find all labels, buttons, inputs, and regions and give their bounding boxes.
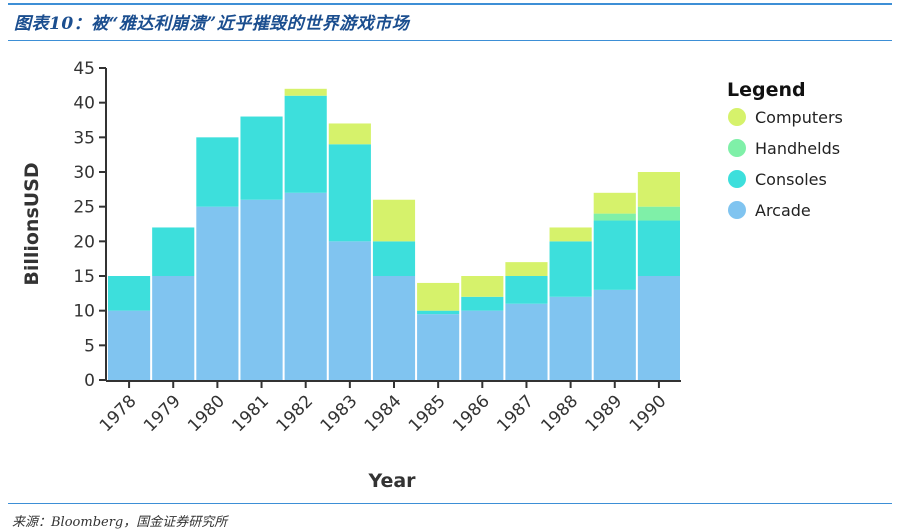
bar-handhelds-1989 <box>593 213 636 221</box>
x-tick-label: 1988 <box>537 391 582 436</box>
bar-handhelds-1990 <box>637 206 680 221</box>
legend-swatch-arcade <box>728 201 746 219</box>
figure-title: 图表10：被“雅达利崩溃”近乎摧毁的世界游戏市场 <box>14 14 410 34</box>
bar-arcade-1988 <box>549 296 592 380</box>
bars-group <box>108 88 680 380</box>
y-tick-label: 30 <box>73 163 95 183</box>
legend-label-computers: Computers <box>755 108 843 127</box>
bar-arcade-1986 <box>461 310 504 380</box>
legend-label-arcade: Arcade <box>755 201 811 220</box>
bar-arcade-1981 <box>240 199 283 380</box>
y-axis-label: BillionsUSD <box>21 162 43 285</box>
bar-computers-1982 <box>284 88 327 96</box>
legend-title: Legend <box>727 79 806 101</box>
bar-consoles-1983 <box>328 144 371 242</box>
y-tick-label: 45 <box>73 59 95 79</box>
legend-label-consoles: Consoles <box>755 170 827 189</box>
bar-computers-1985 <box>417 282 460 311</box>
legend-swatch-consoles <box>728 170 746 188</box>
top-rule <box>8 3 892 5</box>
bar-consoles-1985 <box>417 310 460 315</box>
x-axis-label: Year <box>367 470 416 492</box>
bottom-rule <box>8 503 892 504</box>
bar-consoles-1978 <box>108 276 151 311</box>
bar-arcade-1985 <box>417 314 460 380</box>
x-tick-label: 1987 <box>493 391 538 436</box>
bar-arcade-1984 <box>372 276 416 380</box>
source-note: 来源：Bloomberg，国金证券研究所 <box>12 515 228 530</box>
bar-computers-1989 <box>593 192 636 214</box>
bar-consoles-1988 <box>549 241 592 297</box>
x-tick-label: 1985 <box>405 391 450 436</box>
y-tick-label: 20 <box>73 232 95 252</box>
x-tick-label: 1990 <box>626 391 671 436</box>
bar-arcade-1987 <box>505 303 548 380</box>
bar-arcade-1979 <box>152 276 195 380</box>
bar-computers-1983 <box>328 123 371 145</box>
x-tick-label: 1978 <box>96 391 141 436</box>
legend-label-handhelds: Handhelds <box>755 139 840 158</box>
bar-arcade-1989 <box>593 289 636 380</box>
x-tick-label: 1989 <box>582 391 627 436</box>
bar-consoles-1982 <box>284 95 327 193</box>
bar-computers-1984 <box>372 199 416 242</box>
bar-consoles-1990 <box>637 220 680 276</box>
bar-computers-1988 <box>549 227 592 242</box>
y-tick-label: 5 <box>84 336 95 356</box>
bar-computers-1987 <box>505 262 548 276</box>
bar-arcade-1982 <box>284 192 327 380</box>
bar-consoles-1989 <box>593 220 636 290</box>
x-tick-label: 1984 <box>361 391 406 436</box>
y-tick-label: 25 <box>73 198 95 218</box>
bar-consoles-1984 <box>372 241 416 276</box>
x-tick-label: 1982 <box>272 391 317 436</box>
bar-consoles-1981 <box>240 116 283 200</box>
x-tick-label: 1979 <box>140 391 185 436</box>
title-rule <box>8 40 892 41</box>
bar-consoles-1986 <box>461 296 504 311</box>
y-tick-label: 35 <box>73 128 95 148</box>
x-tick-label: 1983 <box>317 391 362 436</box>
bar-computers-1990 <box>637 172 680 207</box>
x-tick-label: 1981 <box>228 391 273 436</box>
bar-consoles-1987 <box>505 276 548 304</box>
y-tick-label: 15 <box>73 267 95 287</box>
bar-arcade-1978 <box>108 310 151 380</box>
y-tick-label: 10 <box>73 302 95 322</box>
bar-arcade-1980 <box>196 206 239 380</box>
bar-computers-1986 <box>461 276 504 297</box>
y-tick-label: 40 <box>73 94 95 114</box>
x-tick-label: 1986 <box>449 391 494 436</box>
legend-swatch-handhelds <box>728 139 746 157</box>
y-axis: 0 5 10 15 20 25 30 35 40 45 <box>73 59 107 391</box>
legend-swatch-computers <box>728 108 746 126</box>
bar-consoles-1979 <box>152 227 195 276</box>
legend: Legend Computers Handhelds Consoles Arcade <box>727 79 843 220</box>
bar-arcade-1990 <box>637 276 680 380</box>
x-axis: 1978 1979 1980 1981 1982 1983 1984 1985 1986 1987… <box>96 380 681 436</box>
y-tick-label: 0 <box>84 371 95 391</box>
x-tick-label: 1980 <box>184 391 229 436</box>
bar-consoles-1980 <box>196 137 239 207</box>
bar-arcade-1983 <box>328 241 371 380</box>
